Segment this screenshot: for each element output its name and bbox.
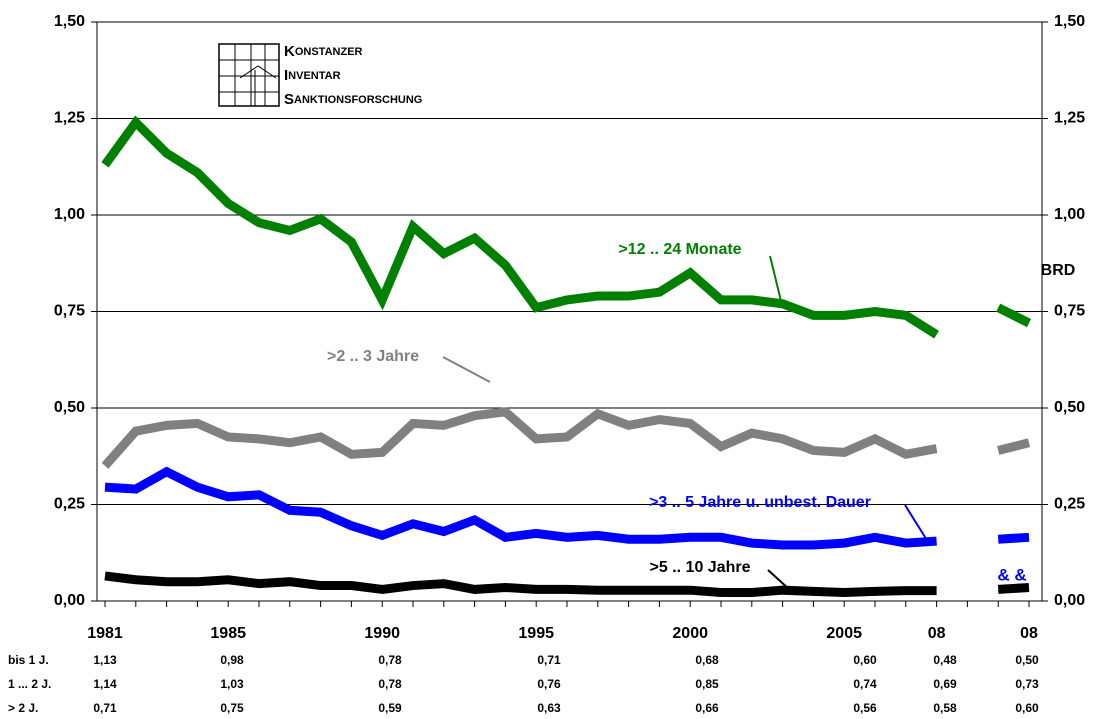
x-tick-label: 2000	[672, 625, 708, 642]
table-cell: 0,48	[933, 653, 957, 667]
table-cell: 0,78	[378, 677, 402, 691]
x-tick-label: 08	[928, 625, 946, 642]
table-cell: 0,63	[537, 701, 561, 715]
series-label: >5 .. 10 Jahre	[650, 559, 751, 576]
x-tick-label: 1995	[518, 625, 554, 642]
y-tick-label-right: 1,25	[1054, 110, 1085, 127]
table-cell: 0,58	[933, 701, 957, 715]
x-tick-label: 2005	[826, 625, 862, 642]
logo-initial: I	[284, 67, 288, 84]
logo-box	[218, 43, 280, 107]
table-cell: 0,85	[695, 677, 719, 691]
table-cell: 0,66	[695, 701, 719, 715]
amp-label: & &	[997, 565, 1026, 584]
table-cell: 0,68	[695, 653, 719, 667]
series-line	[101, 115, 939, 339]
table-cell: 1,14	[93, 677, 117, 691]
x-tick-label: 1990	[364, 625, 400, 642]
logo-rest: NVENTAR	[288, 70, 340, 82]
logo: KONSTANZER INVENTAR SANKTIONSFORSCHUNG	[218, 43, 422, 108]
y-tick-label-right: 0,25	[1054, 496, 1085, 513]
table-row-label: > 2 J.	[8, 701, 38, 715]
table-cell: 0,56	[853, 701, 877, 715]
series-line	[104, 466, 937, 550]
x-tick-label: 1985	[210, 625, 246, 642]
y-tick-label-right: 0,75	[1054, 303, 1085, 320]
series-line	[997, 438, 1031, 455]
leader-line	[442, 356, 491, 383]
y-tick-label-right: 0,50	[1054, 399, 1085, 416]
logo-rest: ANKTIONSFORSCHUNG	[294, 94, 422, 106]
series-line	[104, 571, 937, 598]
logo-initial: S	[284, 91, 294, 108]
logo-pattern	[219, 44, 279, 106]
logo-text: SANKTIONSFORSCHUNG	[284, 91, 422, 108]
logo-text: KONSTANZER	[284, 43, 363, 60]
y-tick-label: 1,00	[54, 206, 85, 223]
table-cell: 0,50	[1015, 653, 1039, 667]
series-label: >2 .. 3 Jahre	[327, 348, 419, 365]
y-tick-label-right: 1,50	[1054, 13, 1085, 30]
series-line	[101, 407, 938, 469]
table-cell: 0,60	[853, 653, 877, 667]
series-label: >12 .. 24 Monate	[618, 241, 741, 258]
table-cell: 0,75	[220, 701, 244, 715]
logo-initial: K	[284, 43, 295, 60]
table-row-label: 1 ... 2 J.	[8, 677, 51, 691]
series-line	[997, 532, 1030, 544]
table-cell: 0,71	[93, 701, 117, 715]
table-cell: 0,60	[1015, 701, 1039, 715]
y-tick-label-right: 1,00	[1054, 206, 1085, 223]
y-tick-label: 1,50	[54, 13, 85, 30]
brd-label: BRD	[1041, 262, 1076, 279]
x-tick-label: 08	[1020, 625, 1038, 642]
table-cell: 0,78	[378, 653, 402, 667]
table-cell: 0,74	[853, 677, 877, 691]
leader-line	[904, 504, 931, 546]
y-tick-label: 1,25	[54, 110, 85, 127]
series-line	[996, 303, 1032, 328]
y-tick-label-right: 0,00	[1054, 592, 1085, 609]
y-tick-label: 0,25	[54, 496, 85, 513]
table-cell: 0,71	[537, 653, 561, 667]
y-tick-label: 0,00	[54, 592, 85, 609]
logo-rest: ONSTANZER	[295, 46, 363, 58]
leader-line	[769, 255, 783, 306]
table-row-label: bis 1 J.	[8, 653, 49, 667]
table-cell: 0,69	[933, 677, 957, 691]
table-cell: 0,73	[1015, 677, 1039, 691]
y-tick-label: 0,75	[54, 303, 85, 320]
x-tick-label: 1981	[87, 625, 123, 642]
table-cell: 1,03	[220, 677, 244, 691]
plot: 0,00 0,00 0,25 0,25 0,50 0,50 0,75 0,75 1,00 1,00…	[8, 13, 1085, 715]
table-cell: 1,13	[93, 653, 117, 667]
series-label: >3 .. 5 Jahre u. unbest. Dauer	[649, 494, 871, 511]
leader-line	[767, 569, 791, 591]
table-cell: 0,98	[220, 653, 244, 667]
series-line	[997, 582, 1030, 594]
table-cell: 0,76	[537, 677, 561, 691]
table-cell: 0,59	[378, 701, 402, 715]
logo-text: INVENTAR	[284, 67, 341, 84]
y-tick-label: 0,50	[54, 399, 85, 416]
